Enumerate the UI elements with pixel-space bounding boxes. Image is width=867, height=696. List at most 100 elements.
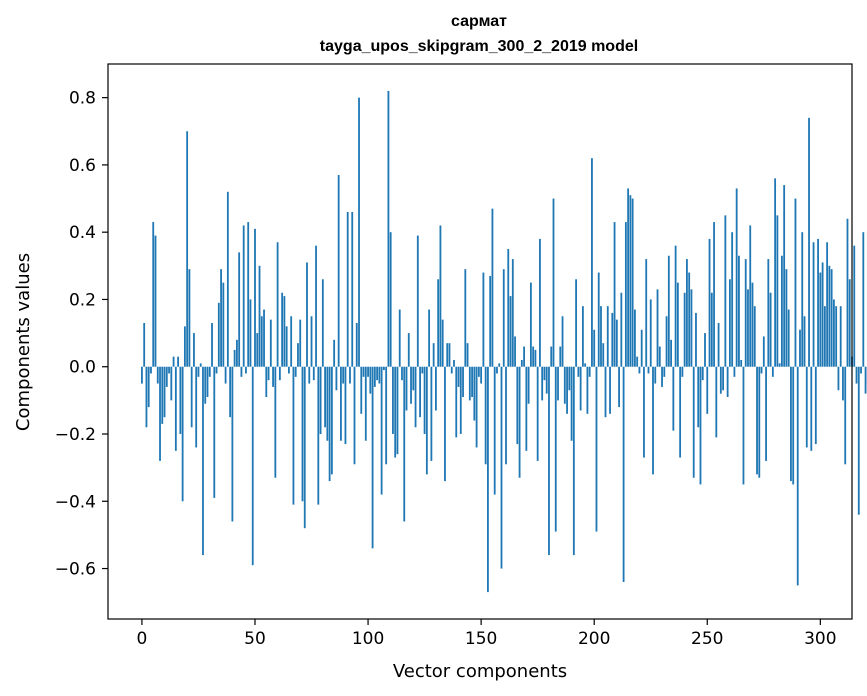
bar-274 xyxy=(760,366,763,374)
bar-119 xyxy=(410,366,412,404)
chart-subtitle: tayga_upos_skipgram_300_2_2019 model xyxy=(320,38,638,55)
bar-30 xyxy=(208,366,211,377)
bar-307 xyxy=(835,306,838,367)
bar-52 xyxy=(258,265,261,367)
bar-33 xyxy=(215,366,218,374)
bar-10 xyxy=(163,366,166,418)
bar-129 xyxy=(432,343,435,367)
bar-272 xyxy=(756,366,758,475)
bar-242 xyxy=(688,272,691,367)
bar-202 xyxy=(597,272,600,367)
y-tick-label: 0.6 xyxy=(69,156,96,176)
bar-51 xyxy=(256,333,259,367)
plot-area xyxy=(108,64,852,619)
bar-131 xyxy=(437,279,440,367)
bar-121 xyxy=(414,366,417,428)
bar-267 xyxy=(744,259,747,367)
bar-313 xyxy=(848,279,851,367)
bar-293 xyxy=(803,316,806,367)
bar-158 xyxy=(498,363,501,367)
bar-116 xyxy=(403,366,406,522)
bar-285 xyxy=(785,269,788,367)
bar-146 xyxy=(471,366,473,397)
y-tick-label: −0.4 xyxy=(55,492,96,512)
bar-8 xyxy=(159,366,161,461)
bar-165 xyxy=(514,336,516,367)
bar-73 xyxy=(306,262,308,367)
bar-175 xyxy=(536,366,539,461)
bar-320 xyxy=(864,366,867,394)
bar-115 xyxy=(401,366,403,381)
bar-34 xyxy=(217,302,220,367)
bar-92 xyxy=(349,366,351,384)
bar-156 xyxy=(493,366,496,495)
bar-286 xyxy=(787,309,790,367)
bar-24 xyxy=(195,366,198,448)
bar-0 xyxy=(141,366,143,384)
bar-series xyxy=(141,90,867,593)
bar-302 xyxy=(823,306,826,367)
bar-311 xyxy=(844,366,847,465)
bar-268 xyxy=(747,289,749,367)
bar-229 xyxy=(658,346,661,367)
bar-281 xyxy=(776,215,779,367)
bar-262 xyxy=(733,366,736,377)
bar-65 xyxy=(288,366,290,374)
bar-2 xyxy=(145,366,148,428)
bar-217 xyxy=(631,198,634,367)
bar-93 xyxy=(351,212,354,367)
bar-118 xyxy=(407,333,410,367)
bar-68 xyxy=(294,366,297,377)
bar-111 xyxy=(392,366,394,434)
bar-277 xyxy=(767,259,770,367)
bar-170 xyxy=(525,366,528,451)
bar-110 xyxy=(389,232,392,367)
bar-62 xyxy=(281,292,284,367)
bar-275 xyxy=(762,336,765,367)
bar-27 xyxy=(202,366,204,556)
bar-72 xyxy=(303,366,306,529)
bar-35 xyxy=(220,269,222,367)
bar-147 xyxy=(473,366,476,421)
bar-42 xyxy=(236,339,238,367)
x-tick-label: 50 xyxy=(244,629,266,649)
bar-48 xyxy=(249,299,252,367)
bar-28 xyxy=(204,366,207,404)
bar-103 xyxy=(373,366,376,387)
bar-6 xyxy=(154,235,157,367)
bar-159 xyxy=(500,366,503,569)
bar-75 xyxy=(310,316,313,367)
bar-212 xyxy=(620,292,623,367)
bar-29 xyxy=(206,366,209,397)
bar-56 xyxy=(267,366,270,381)
bar-164 xyxy=(511,259,514,367)
bar-224 xyxy=(647,366,650,374)
bar-190 xyxy=(570,366,573,441)
bar-289 xyxy=(794,198,797,367)
bar-189 xyxy=(568,366,571,391)
bar-20 xyxy=(186,131,189,367)
bar-133 xyxy=(441,319,444,367)
bar-46 xyxy=(245,366,247,374)
bar-243 xyxy=(690,289,693,367)
x-axis-label: Vector components xyxy=(393,661,567,682)
bar-255 xyxy=(717,323,720,367)
bar-137 xyxy=(450,366,453,374)
bar-108 xyxy=(385,366,388,465)
bar-17 xyxy=(179,366,182,434)
bar-144 xyxy=(466,343,469,367)
bar-245 xyxy=(695,312,697,367)
bar-298 xyxy=(814,366,817,445)
bar-88 xyxy=(340,366,342,441)
bar-167 xyxy=(518,366,521,478)
bar-70 xyxy=(299,319,302,367)
bar-219 xyxy=(636,356,639,367)
bar-310 xyxy=(842,366,844,401)
bar-154 xyxy=(489,275,492,367)
bar-317 xyxy=(857,366,860,515)
bar-232 xyxy=(665,316,668,367)
bar-95 xyxy=(355,323,358,367)
bar-86 xyxy=(335,366,338,391)
bar-87 xyxy=(337,175,340,367)
